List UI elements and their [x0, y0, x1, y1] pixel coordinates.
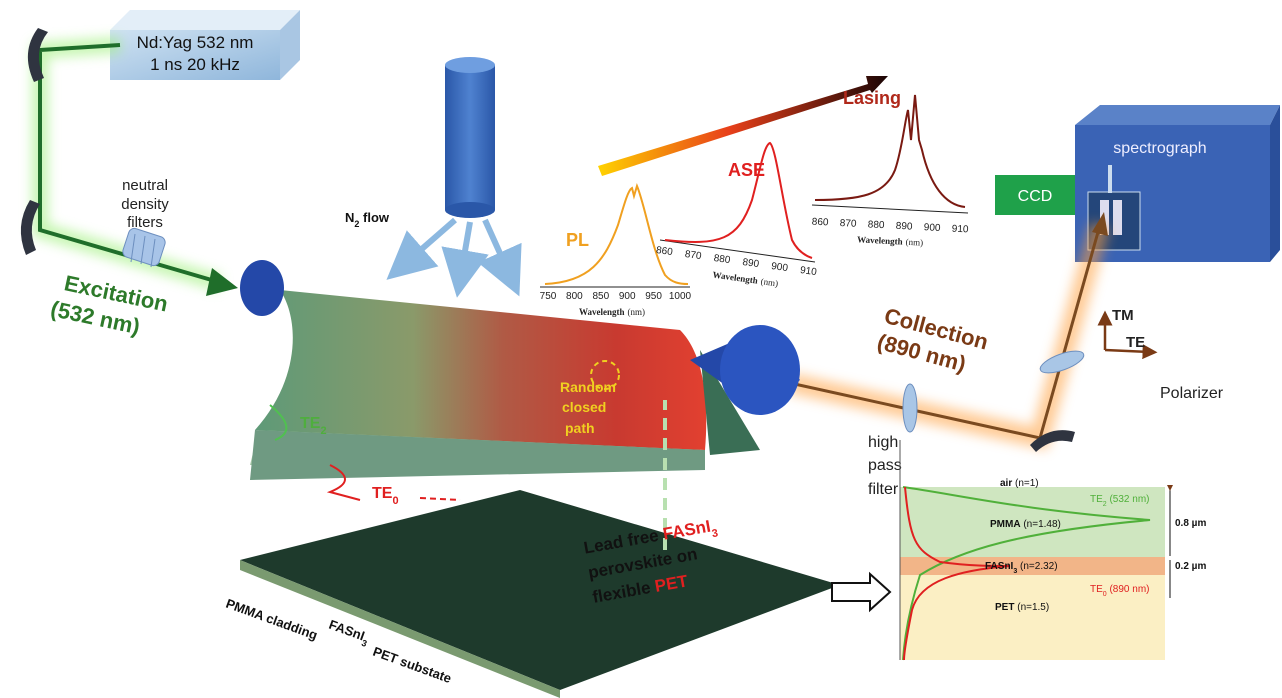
random-path-label: path: [565, 420, 595, 436]
lasing-label: Lasing: [843, 88, 901, 108]
subscript: 3: [711, 527, 719, 540]
tick-label: 850: [592, 291, 609, 302]
subscript: 0: [392, 495, 398, 507]
tick-label: 880: [868, 219, 886, 231]
ccd: CCD: [995, 175, 1075, 215]
tick-label: 800: [566, 291, 583, 302]
filter-label: high: [868, 434, 898, 451]
thickness-label: 0.8 µm: [1175, 518, 1206, 529]
n2-flow-label: N2 flow: [345, 210, 390, 229]
profile-label: air (n=1): [1000, 478, 1039, 489]
tick-label: 900: [924, 222, 942, 234]
nd-filter-label: neutral: [122, 177, 168, 194]
mode-profile: [900, 440, 1170, 660]
spectrograph-label: spectrograph: [1113, 140, 1206, 157]
tick-label: 750: [540, 291, 557, 302]
subscript: 3: [1013, 568, 1017, 575]
tick-label: 880: [713, 253, 731, 266]
pl-label: PL: [566, 230, 589, 250]
axis-label: Wavelength(nm): [857, 234, 923, 247]
ccd-label: CCD: [1018, 188, 1053, 205]
text: PET: [995, 602, 1014, 613]
text: flow: [359, 210, 389, 225]
random-path-label: Random: [560, 379, 616, 395]
text: TE: [372, 485, 393, 502]
tick-label: 870: [840, 218, 858, 230]
text: PMMA: [990, 519, 1021, 530]
tick-label: 900: [619, 291, 636, 302]
laser-label: 1 ns 20 kHz: [150, 55, 240, 74]
thickness-label: 0.2 µm: [1175, 561, 1206, 572]
pl-spectrum: PL: [540, 186, 690, 287]
text: N: [345, 210, 354, 225]
axis-label: Wavelength(nm): [579, 307, 645, 317]
tick-label: 910: [952, 224, 970, 236]
text: (532 nm): [1107, 494, 1150, 505]
lasing-spectrum: Lasing: [812, 88, 968, 213]
text: air: [1000, 478, 1012, 489]
tick-label: 860: [655, 245, 673, 258]
text: (nm): [905, 237, 923, 248]
ase-spectrum: ASE: [660, 143, 815, 262]
tick-label: 1000: [669, 291, 692, 302]
profile-label: PET (n=1.5): [995, 602, 1049, 613]
text: (890 nm): [1107, 584, 1150, 595]
text: TE: [300, 415, 321, 432]
text: FASnI: [661, 517, 712, 544]
text: Wavelength: [857, 234, 903, 246]
te-label: TE: [1126, 334, 1145, 351]
text: Wavelength: [579, 307, 625, 317]
layer-label: PMMA cladding: [224, 596, 320, 643]
text: (nm): [628, 307, 646, 317]
tick-label: 910: [799, 265, 817, 278]
text: FASnI: [327, 617, 367, 644]
laser: Nd:Yag 532 nm 1 ns 20 kHz: [110, 10, 300, 80]
n2-tube: [400, 57, 512, 280]
diagram: Nd:Yag 532 nm 1 ns 20 kHz neutral densit…: [0, 0, 1282, 698]
tick-label: 900: [771, 261, 789, 274]
hollow-arrow: [832, 574, 890, 610]
tick-label: 950: [645, 291, 662, 302]
text: TE: [1090, 494, 1103, 505]
high-pass-filter: [903, 384, 917, 432]
profile-label: PMMA (n=1.48): [990, 519, 1061, 530]
tm-label: TM: [1112, 307, 1134, 324]
ase-label: ASE: [728, 160, 765, 180]
polarizer-label: Polarizer: [1160, 385, 1224, 402]
text: TE: [1090, 584, 1103, 595]
nd-filter-label: density: [121, 196, 169, 213]
tick-label: 860: [812, 217, 830, 229]
text: (nm): [760, 276, 779, 288]
axis-label: Wavelength(nm): [712, 270, 779, 289]
laser-label: Nd:Yag 532 nm: [137, 33, 254, 52]
filter-label: filter: [868, 481, 899, 498]
text: FASnI: [985, 561, 1014, 572]
te0-label: TE0: [372, 485, 399, 507]
text: (n=1.5): [1017, 602, 1049, 613]
layer-label: FASnI3: [326, 617, 372, 649]
tick-label: 890: [742, 257, 760, 270]
nd-filter-label: filters: [127, 214, 163, 231]
text: Wavelength: [712, 270, 758, 286]
tick-label: 890: [896, 221, 914, 233]
subscript: 2: [320, 425, 326, 437]
text: (n=2.32): [1020, 561, 1058, 572]
text: (n=1): [1015, 478, 1039, 489]
filter-label: pass: [868, 457, 902, 474]
sample: [240, 260, 840, 698]
random-path-label: closed: [562, 399, 606, 415]
tick-label: 870: [684, 249, 702, 262]
text: (n=1.48): [1023, 519, 1061, 530]
